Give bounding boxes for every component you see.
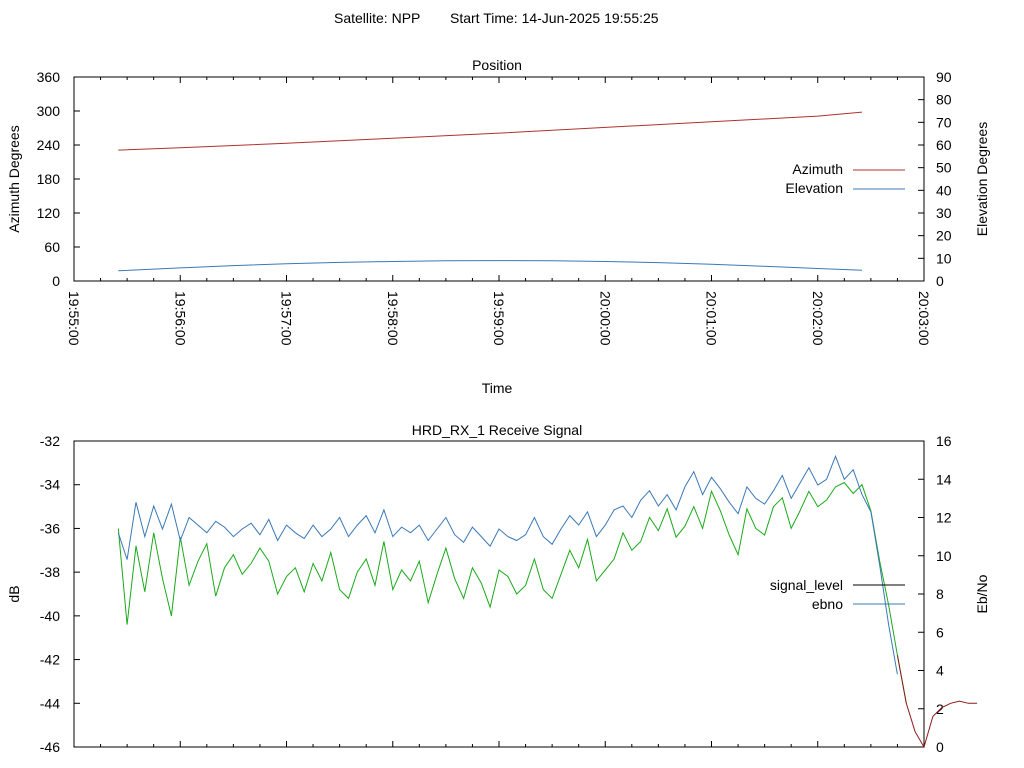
- signal-y-tick-label: -32: [40, 433, 60, 449]
- position-chart: Position 0 60 120 180 240 300 360 0 10 20 30 40 50 6…: [6, 57, 990, 396]
- signal-y-axis-label: dB: [6, 585, 22, 602]
- series-signal-level-line: [117, 481, 907, 704]
- position-series: [118, 111, 863, 272]
- position-x-tick-label: 19:57:00: [279, 291, 295, 346]
- legend-azimuth-label: Azimuth: [792, 161, 843, 177]
- position-y2-tick-label: 70: [936, 114, 952, 130]
- position-y2-axis: 0 10 20 30 40 50 60 70 80 90: [918, 69, 952, 289]
- position-y2-tick-label: 60: [936, 137, 952, 153]
- signal-x-axis: [73, 741, 925, 747]
- series-elevation-line: [118, 260, 863, 272]
- position-legend: Azimuth Elevation: [785, 161, 905, 196]
- signal-y2-axis-label: Eb/No: [974, 574, 990, 613]
- signal-y2-tick-label: 0: [936, 739, 944, 755]
- position-x-tick-label: 19:56:00: [172, 291, 188, 346]
- signal-y-tick-label: -42: [40, 652, 60, 668]
- legend-ebno-label: ebno: [812, 596, 843, 612]
- position-y-tick-label: 60: [44, 239, 60, 255]
- position-y2-axis-label: Elevation Degrees: [974, 122, 990, 236]
- signal-y-tick-label: -36: [40, 520, 60, 536]
- position-x-tick-label: 20:03:00: [916, 291, 932, 346]
- position-x-axis: 19:55:00 19:56:00 19:57:00 19:58:00 19:59:00…: [66, 77, 932, 346]
- signal-y-tick-label: -34: [40, 477, 60, 493]
- position-x-tick-label: 19:55:00: [66, 291, 82, 346]
- position-y2-tick-label: 40: [936, 182, 952, 198]
- position-y-tick-label: 360: [37, 69, 61, 85]
- series-signal-level-tail-line: [896, 655, 978, 749]
- signal-y2-tick-label: 14: [936, 471, 952, 487]
- signal-y-tick-label: -38: [40, 564, 60, 580]
- position-y2-tick-label: 10: [936, 250, 952, 266]
- position-plot-frame: [73, 76, 925, 282]
- signal-series: [117, 454, 978, 749]
- position-x-tick-label: 20:00:00: [597, 291, 613, 346]
- position-y2-tick-label: 30: [936, 205, 952, 221]
- position-y-tick-label: 300: [37, 103, 61, 119]
- position-y-tick-label: 180: [37, 171, 61, 187]
- signal-chart: HRD_RX_1 Receive Signal -46-44-42-40-38-…: [6, 422, 990, 755]
- position-y-tick-label: 120: [37, 205, 61, 221]
- position-y-tick-label: 0: [52, 273, 60, 289]
- position-y-tick-label: 240: [37, 137, 61, 153]
- signal-y2-tick-label: 4: [936, 663, 944, 679]
- series-ebno-line: [117, 454, 898, 675]
- signal-y2-tick-label: 16: [936, 433, 952, 449]
- position-y2-tick-label: 80: [936, 92, 952, 108]
- signal-y2-tick-label: 8: [936, 586, 944, 602]
- signal-legend: signal_level ebno: [770, 577, 905, 612]
- position-chart-title: Position: [472, 57, 522, 73]
- position-x-tick-label: 19:58:00: [385, 291, 401, 346]
- signal-plot-frame: [73, 440, 925, 748]
- signal-y-tick-label: -46: [40, 739, 60, 755]
- signal-y2-tick-label: 10: [936, 548, 952, 564]
- legend-elevation-label: Elevation: [785, 180, 843, 196]
- signal-y-axis: -46 -44 -42 -40 -38 -36 -34 -32: [40, 433, 80, 755]
- position-y-axis-label: Azimuth Degrees: [6, 125, 22, 232]
- position-x-tick-label: 20:01:00: [704, 291, 720, 346]
- legend-signal-level-label: signal_level: [770, 577, 843, 593]
- signal-y2-tick-label: 12: [936, 510, 952, 526]
- position-y2-tick-label: 50: [936, 160, 952, 176]
- start-time-label: Start Time: 14-Jun-2025 19:55:25: [450, 10, 659, 26]
- position-y2-tick-label: 20: [936, 228, 952, 244]
- position-y2-tick-label: 90: [936, 69, 952, 85]
- position-y2-tick-label: 0: [936, 273, 944, 289]
- position-y-axis: 0 60 120 180 240 300 360: [37, 69, 80, 289]
- position-x-tick-label: 20:02:00: [810, 291, 826, 346]
- signal-y-tick-label: -40: [40, 608, 60, 624]
- signal-chart-title: HRD_RX_1 Receive Signal: [412, 422, 582, 438]
- satellite-label: Satellite: NPP: [334, 10, 420, 26]
- position-x-tick-label: 19:59:00: [491, 291, 507, 346]
- position-x-axis-label: Time: [482, 380, 513, 396]
- series-azimuth-line: [118, 111, 863, 151]
- signal-y-tick-label: -44: [40, 695, 60, 711]
- signal-y2-tick-label: 6: [936, 624, 944, 640]
